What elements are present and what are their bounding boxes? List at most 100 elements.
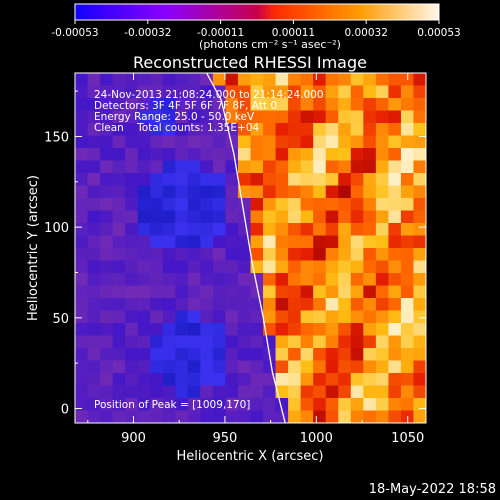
heatmap-cell (388, 335, 402, 349)
heatmap-cell (150, 260, 164, 274)
heatmap-cell (100, 98, 114, 112)
heatmap-cell (225, 335, 239, 349)
heatmap-cell (150, 323, 164, 337)
heatmap-cell (187, 248, 201, 262)
heatmap-cell (187, 148, 201, 162)
heatmap-cell (363, 248, 377, 262)
heatmap-cell (363, 385, 377, 399)
heatmap-cell (338, 285, 352, 299)
heatmap-cell (112, 323, 126, 337)
heatmap-cell (400, 98, 415, 112)
image-annotations: 24-Nov-2013 21:08:24.000 to 21:14:24.000… (94, 89, 324, 411)
heatmap-cell (112, 110, 126, 124)
heatmap-cell (137, 73, 151, 87)
heatmap-cell (87, 323, 101, 337)
heatmap-cell (338, 98, 352, 112)
heatmap-cell (350, 398, 364, 412)
heatmap-cell (187, 323, 201, 337)
heatmap-cell (212, 385, 227, 399)
heatmap-cell (162, 98, 176, 112)
heatmap-cell (162, 185, 176, 199)
heatmap-cell (125, 348, 139, 362)
heatmap-cell (413, 398, 426, 412)
heatmap-cell (125, 360, 139, 374)
heatmap-cell (363, 123, 377, 137)
heatmap-cell (350, 348, 364, 362)
heatmap-cell (325, 323, 339, 337)
heatmap-cell (388, 310, 402, 324)
heatmap-cell (75, 398, 89, 412)
heatmap-cell (350, 260, 364, 274)
heatmap-cell (300, 348, 314, 362)
heatmap-cell (313, 210, 327, 224)
heatmap-cell (388, 160, 402, 174)
heatmap-cell (125, 160, 139, 174)
heatmap-cell (325, 198, 339, 212)
heatmap-cell (212, 398, 227, 412)
heatmap-cell (225, 210, 239, 224)
heatmap-cell (87, 223, 101, 237)
heatmap-cell (150, 173, 164, 187)
heatmap-cell (300, 260, 314, 274)
heatmap-cell (413, 173, 426, 187)
heatmap-cell (87, 173, 101, 187)
heatmap-cell (300, 110, 314, 124)
heatmap-cell (100, 373, 114, 387)
heatmap-cell (325, 223, 339, 237)
heatmap-cell (250, 285, 264, 299)
heatmap-cell (363, 85, 377, 99)
heatmap-cell (237, 248, 252, 262)
heatmap-cell (350, 210, 364, 224)
heatmap-cell (125, 335, 139, 349)
heatmap-cell (212, 310, 227, 324)
heatmap-cell (87, 273, 101, 287)
heatmap-cell (350, 98, 364, 112)
heatmap-cell (338, 235, 352, 249)
heatmap-cell (137, 410, 151, 423)
heatmap-cell (225, 360, 239, 374)
heatmap-cell (112, 348, 126, 362)
heatmap-cell (325, 73, 339, 87)
heatmap-cell (162, 373, 176, 387)
heatmap-cell (413, 160, 426, 174)
heatmap-cell (112, 135, 126, 149)
heatmap-cell (338, 198, 352, 212)
heatmap-cell (363, 148, 377, 162)
heatmap-cell (413, 310, 426, 324)
heatmap-cell (187, 373, 201, 387)
heatmap-cell (100, 135, 114, 149)
heatmap-cell (275, 98, 289, 112)
heatmap-cell (350, 123, 364, 137)
heatmap-cell (212, 198, 227, 212)
heatmap-cell (388, 385, 402, 399)
heatmap-cell (225, 348, 239, 362)
heatmap-cell (87, 185, 101, 199)
heatmap-cell (200, 173, 214, 187)
heatmap-cell (200, 310, 214, 324)
x-tick-label: 900 (121, 431, 146, 446)
heatmap-cell (263, 298, 277, 312)
heatmap-cell (100, 223, 114, 237)
heatmap-cell (275, 335, 289, 349)
heatmap-cell (413, 385, 426, 399)
heatmap-cell (288, 373, 302, 387)
heatmap-cell (237, 123, 252, 137)
heatmap-cell (187, 260, 201, 274)
annotation-energy-range: Energy Range: 25.0 - 50.0 keV (94, 111, 255, 123)
heatmap-cell (75, 335, 89, 349)
heatmap-cell (225, 185, 239, 199)
heatmap-cell (150, 373, 164, 387)
heatmap-cell (212, 148, 227, 162)
heatmap-cell (212, 210, 227, 224)
heatmap-cell (363, 360, 377, 374)
heatmap-cell (313, 323, 327, 337)
heatmap-cell (388, 98, 402, 112)
heatmap-cell (200, 360, 214, 374)
heatmap-cell (175, 73, 189, 87)
heatmap-cell (375, 235, 389, 249)
heatmap-cell (175, 298, 189, 312)
heatmap-cell (150, 123, 164, 137)
heatmap-cell (100, 298, 114, 312)
heatmap-cell (413, 410, 426, 423)
